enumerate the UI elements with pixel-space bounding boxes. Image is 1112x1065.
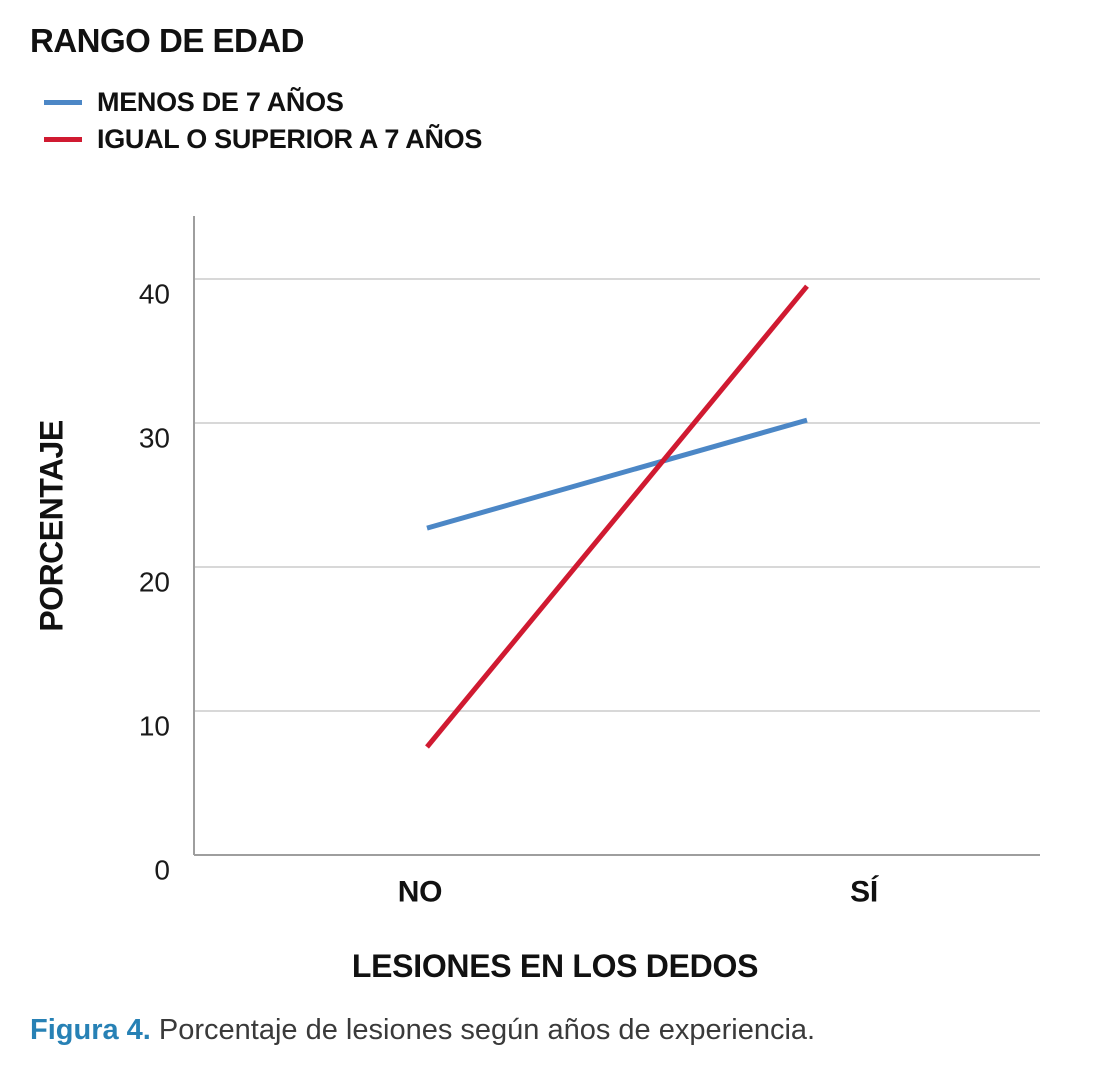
series-line-red xyxy=(425,284,809,749)
y-tick-label-20: 20 xyxy=(139,567,170,598)
legend-item-igual-superior-7: IGUAL O SUPERIOR A 7 AÑOS xyxy=(44,121,482,158)
caption-text: Porcentaje de lesiones según años de exp… xyxy=(150,1014,816,1046)
legend-line-swatch-red xyxy=(44,137,82,142)
y-tick-label-30: 30 xyxy=(139,423,170,454)
axes xyxy=(193,216,1040,856)
chart-legend: RANGO DE EDAD MENOS DE 7 AÑOS IGUAL O SU… xyxy=(30,22,482,158)
y-tick-label-0: 0 xyxy=(154,855,170,886)
x-category-label-1: NO xyxy=(398,876,442,909)
y-tick-label-10: 10 xyxy=(139,711,170,742)
x-category-label-2: SÍ xyxy=(850,875,879,909)
legend-label: MENOS DE 7 AÑOS xyxy=(97,87,344,117)
caption-figure-number: Figura 4. xyxy=(30,1014,151,1046)
x-axis-title: LESIONES EN LOS DEDOS xyxy=(351,948,759,984)
x-category-labels: NO SÍ xyxy=(398,875,879,909)
y-tick-labels: 0 10 20 30 40 xyxy=(139,279,170,886)
series-lines xyxy=(425,284,809,749)
series-line-blue xyxy=(426,417,808,531)
legend-label: IGUAL O SUPERIOR A 7 AÑOS xyxy=(97,124,483,154)
gridlines xyxy=(194,278,1040,712)
legend-line-swatch-blue xyxy=(44,100,82,105)
legend-item-menos-7: MENOS DE 7 AÑOS xyxy=(44,84,482,121)
figure-caption: Figura 4. Porcentaje de lesiones según a… xyxy=(30,1014,815,1047)
legend-title: RANGO DE EDAD xyxy=(30,22,305,59)
y-tick-label-40: 40 xyxy=(139,279,170,310)
